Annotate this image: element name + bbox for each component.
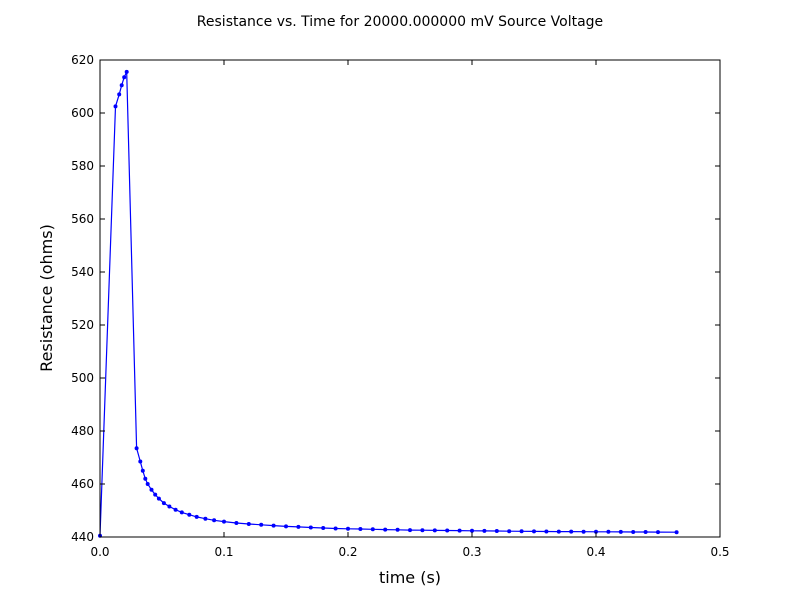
data-point [149,487,154,492]
data-point [296,524,301,529]
x-tick-label: 0.2 [338,545,357,559]
data-point [631,530,636,534]
data-point [532,529,536,534]
data-point [117,92,122,97]
data-point [134,446,139,451]
y-tick-label: 520 [71,318,94,332]
data-point [212,518,217,523]
data-point [187,512,192,517]
x-tick-label: 0.5 [710,545,729,559]
y-tick-label: 540 [71,265,94,279]
data-point [246,522,251,526]
data-point [143,476,148,481]
data-point [153,492,158,497]
y-tick-label: 600 [71,106,94,120]
data-point [156,496,161,501]
data-point [124,69,129,74]
data-point [308,525,313,530]
data-point [321,526,326,530]
data-point [556,529,561,534]
x-tick-label: 0.3 [462,545,481,559]
data-point [395,527,400,532]
data-point [618,529,623,534]
data-point [482,528,487,533]
data-point [445,528,450,533]
data-point [569,529,574,534]
data-point [222,519,226,524]
data-point [138,459,143,464]
data-point [507,529,512,534]
data-point [470,528,474,533]
data-point [271,523,276,528]
x-tick-label: 0.4 [586,545,605,559]
data-point [234,521,239,525]
data-point [122,75,127,80]
data-point [167,504,172,509]
data-point [656,530,660,535]
series-line [99,71,677,536]
data-point [383,527,388,532]
data-point [113,104,118,109]
data-point [203,516,208,521]
data-point [457,528,462,533]
data-point [179,510,184,515]
data-point [259,522,264,527]
data-point [544,529,549,534]
data-point [119,83,124,88]
data-point [519,529,524,534]
x-axis-label: time (s) [379,568,441,587]
data-point [161,501,166,506]
data-point [370,527,375,532]
data-point [594,529,598,534]
y-tick-label: 480 [71,424,94,438]
data-point [494,529,499,533]
data-point [643,530,648,534]
plot-frame [99,59,721,538]
y-tick-label: 620 [71,53,94,67]
data-point [606,529,611,534]
data-point [420,528,425,533]
data-point [432,528,437,533]
y-tick-label: 560 [71,212,94,226]
data-point [145,482,150,486]
data-point [581,529,586,534]
data-point [346,526,350,531]
data-point [358,527,363,531]
data-point [140,468,145,473]
x-tick-label: 0.0 [90,545,109,559]
data-point [194,514,199,519]
data-point [408,528,412,533]
y-tick-label: 460 [71,477,94,491]
x-tick-label: 0.1 [214,545,233,559]
data-point [674,530,679,535]
data-point [173,507,178,512]
y-tick-label: 500 [71,371,94,385]
data-point [284,524,288,529]
y-axis-label: Resistance (ohms) [37,224,56,372]
chart-title: Resistance vs. Time for 20000.000000 mV … [197,14,603,30]
y-tick-label: 440 [71,530,94,544]
y-tick-label: 580 [71,159,94,173]
data-point [333,526,338,531]
